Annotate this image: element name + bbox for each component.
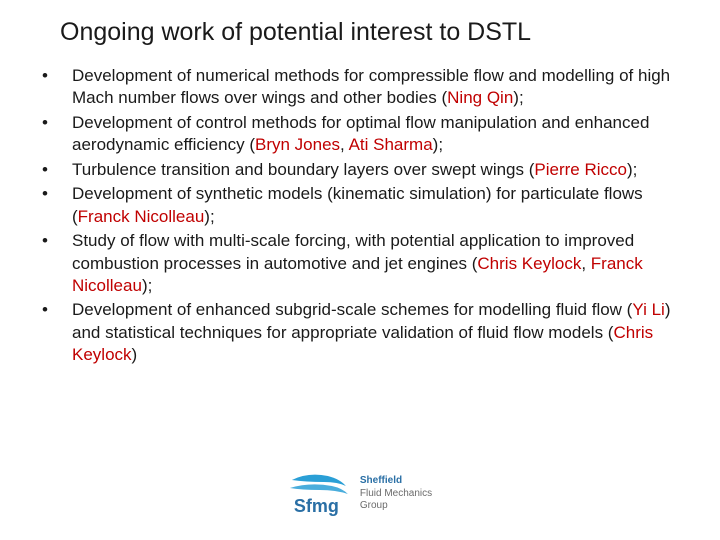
bullet-marker: • — [40, 299, 72, 321]
logo-line1: Sheffield — [360, 475, 432, 488]
person-name: Ning Qin — [447, 88, 513, 107]
svg-text:Sfmg: Sfmg — [294, 496, 339, 516]
bullet-marker: • — [40, 230, 72, 252]
person-name: Chris Keylock — [72, 323, 653, 364]
logo-line2: Fluid Mechanics — [360, 488, 432, 501]
bullet-text: Development of synthetic models (kinemat… — [72, 183, 680, 228]
bullet-text: Study of flow with multi-scale forcing, … — [72, 230, 680, 297]
logo-line3: Group — [360, 500, 432, 513]
bullet-marker: • — [40, 183, 72, 205]
bullet-text: Development of control methods for optim… — [72, 112, 680, 157]
bullet-list: •Development of numerical methods for co… — [40, 65, 680, 367]
bullet-item: •Turbulence transition and boundary laye… — [40, 159, 680, 181]
person-name: Pierre Ricco — [534, 160, 627, 179]
sfmg-logo-icon: Sfmg — [288, 470, 350, 518]
person-name: Chris Keylock — [477, 254, 581, 273]
bullet-text: Turbulence transition and boundary layer… — [72, 159, 680, 181]
bullet-item: •Development of numerical methods for co… — [40, 65, 680, 110]
slide-title: Ongoing work of potential interest to DS… — [60, 18, 680, 47]
bullet-text: Development of numerical methods for com… — [72, 65, 680, 110]
bullet-marker: • — [40, 159, 72, 181]
bullet-item: •Study of flow with multi-scale forcing,… — [40, 230, 680, 297]
bullet-marker: • — [40, 65, 72, 87]
person-name: Yi Li — [632, 300, 664, 319]
bullet-text: Development of enhanced subgrid-scale sc… — [72, 299, 680, 366]
slide: Ongoing work of potential interest to DS… — [0, 0, 720, 540]
bullet-item: •Development of synthetic models (kinema… — [40, 183, 680, 228]
bullet-item: •Development of control methods for opti… — [40, 112, 680, 157]
bullet-marker: • — [40, 112, 72, 134]
person-name: Franck Nicolleau — [78, 207, 205, 226]
bullet-item: •Development of enhanced subgrid-scale s… — [40, 299, 680, 366]
person-name: Bryn Jones — [255, 135, 340, 154]
person-name: Ati Sharma — [349, 135, 433, 154]
footer-logo: Sfmg Sheffield Fluid Mechanics Group — [288, 470, 432, 518]
logo-text: Sheffield Fluid Mechanics Group — [360, 475, 432, 513]
